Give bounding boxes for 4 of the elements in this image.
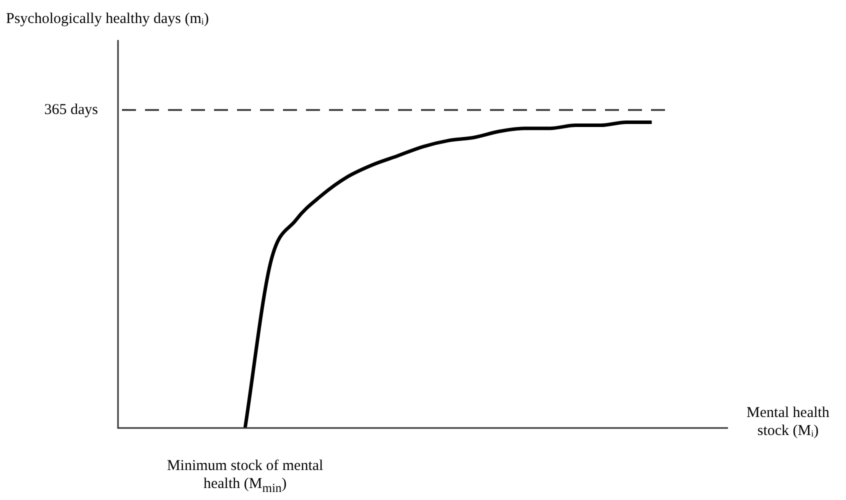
text: Minimum stock of mental health (M$_{min}$) <box>166 457 324 497</box>
ref-line-label: 365 days <box>44 102 98 118</box>
text: Psychologically healthy days (mᵢ) <box>6 10 209 28</box>
x-axis-title: Mental health stock (Mᵢ) <box>746 404 830 440</box>
